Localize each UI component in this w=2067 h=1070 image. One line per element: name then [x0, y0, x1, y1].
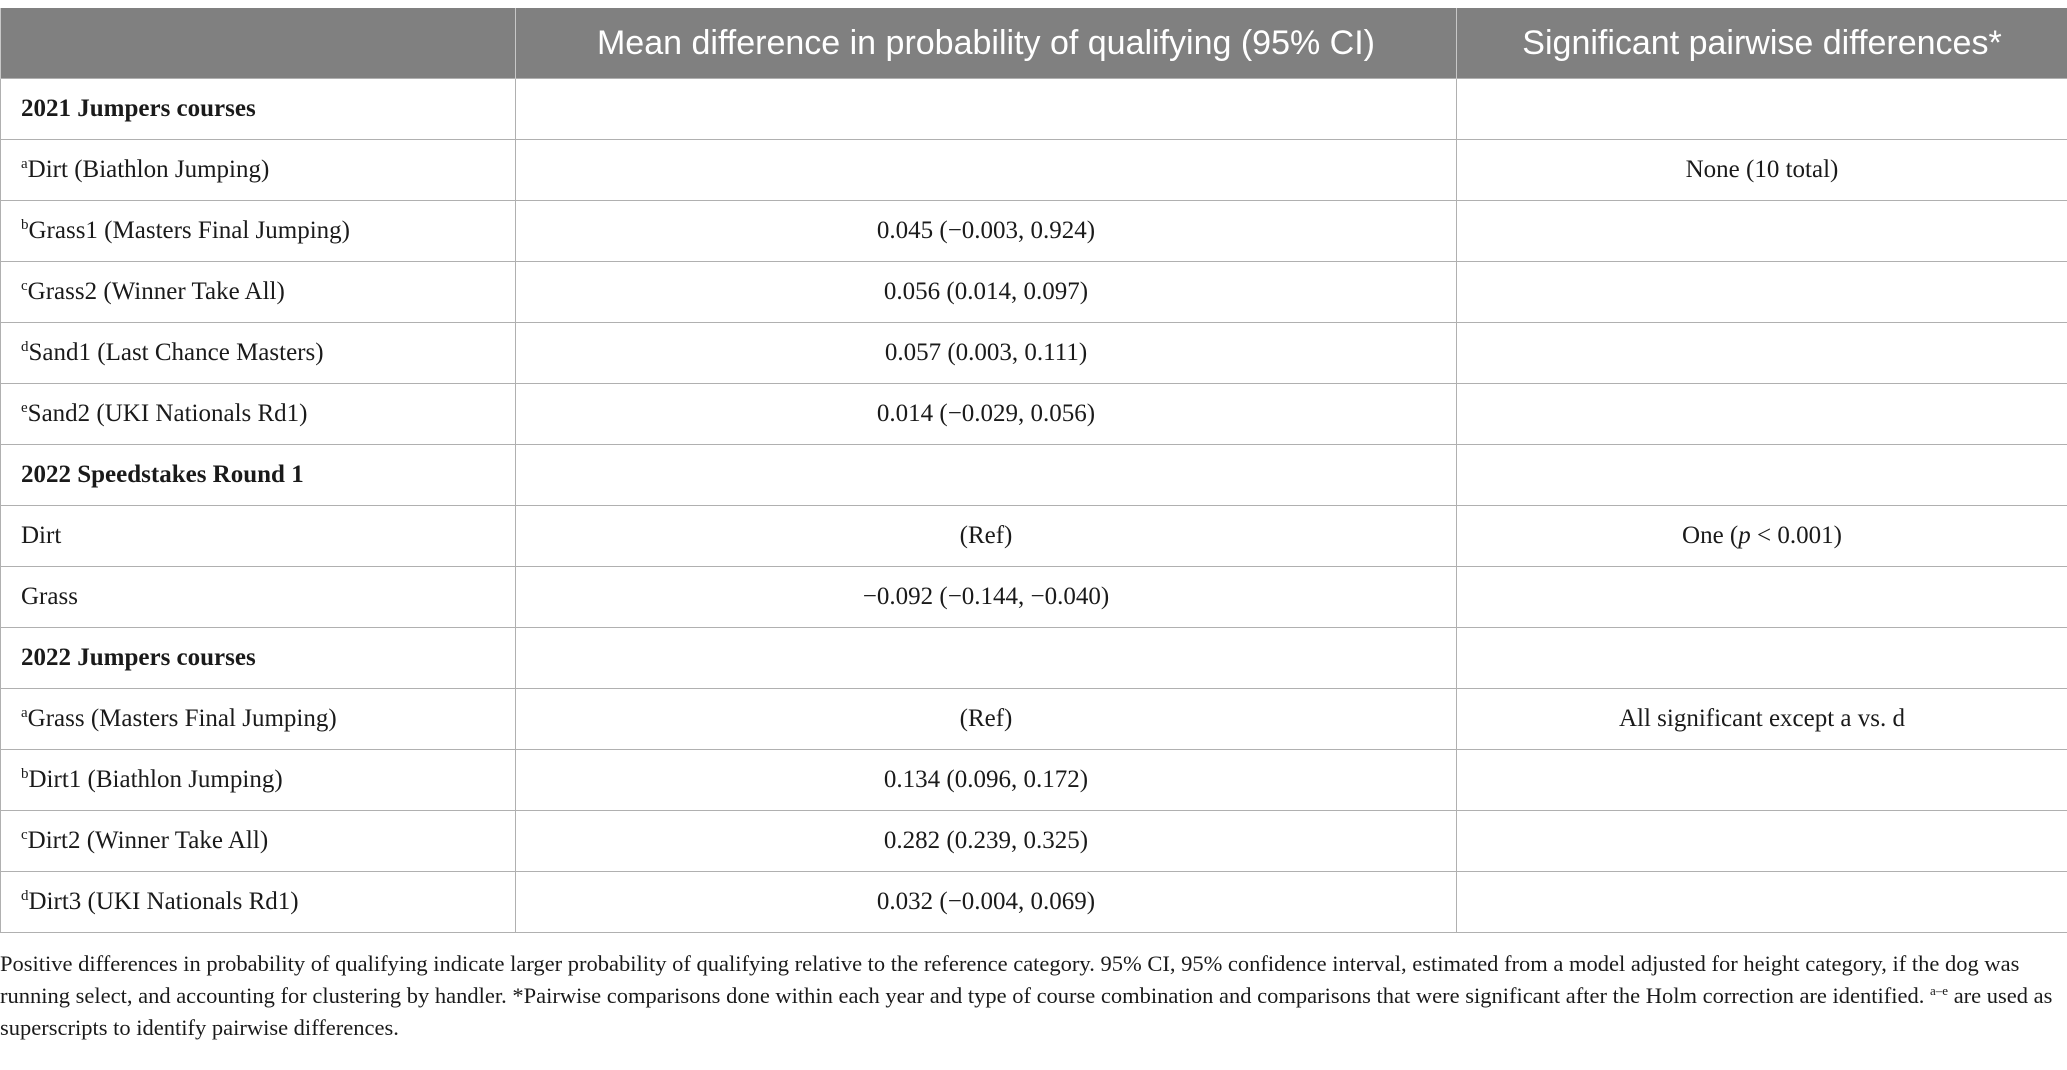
- header-mean-difference: Mean difference in probability of qualif…: [515, 8, 1457, 79]
- significance-cell: One (p < 0.001): [1456, 505, 2067, 567]
- section-label-cell: 2022 Speedstakes Round 1: [0, 444, 516, 506]
- mean-difference-cell: 0.014 (−0.029, 0.056): [515, 383, 1457, 445]
- course-label-cell: cDirt2 (Winner Take All): [0, 810, 516, 872]
- mean-difference-cell: 0.057 (0.003, 0.111): [515, 322, 1457, 384]
- section-header-row: 2022 Jumpers courses: [0, 627, 2067, 689]
- section-header-row: 2022 Speedstakes Round 1: [0, 444, 2067, 506]
- course-label: Grass (Masters Final Jumping): [27, 705, 337, 732]
- mean-difference-cell: [515, 444, 1457, 506]
- table-row: Grass −0.092 (−0.144, −0.040): [0, 566, 2067, 628]
- mean-difference-cell: 0.032 (−0.004, 0.069): [515, 871, 1457, 933]
- significance-cell: All significant except a vs. d: [1456, 688, 2067, 750]
- significance-cell: None (10 total): [1456, 139, 2067, 201]
- course-label-cell: eSand2 (UKI Nationals Rd1): [0, 383, 516, 445]
- significance-text-pre: One (: [1682, 522, 1739, 549]
- pairwise-superscript: d: [21, 339, 29, 355]
- course-label: Dirt1 (Biathlon Jumping): [28, 766, 283, 793]
- course-label: Dirt: [21, 522, 62, 549]
- pairwise-superscript: e: [21, 400, 28, 416]
- table-row: dSand1 (Last Chance Masters) 0.057 (0.003…: [0, 322, 2067, 384]
- p-symbol: p: [1738, 522, 1751, 549]
- mean-difference-cell: −0.092 (−0.144, −0.040): [515, 566, 1457, 628]
- table-footnote: Positive differences in probability of q…: [0, 948, 2060, 1044]
- course-label: Dirt2 (Winner Take All): [27, 827, 269, 854]
- table-row: eSand2 (UKI Nationals Rd1) 0.014 (−0.029,…: [0, 383, 2067, 445]
- table-row: aGrass (Masters Final Jumping) (Ref) All s…: [0, 688, 2067, 750]
- pairwise-superscript: d: [21, 888, 29, 904]
- table-row: cGrass2 (Winner Take All) 0.056 (0.014, 0…: [0, 261, 2067, 323]
- header-category: [0, 8, 516, 79]
- significance-cell: [1456, 383, 2067, 445]
- significance-cell: [1456, 261, 2067, 323]
- course-label: 2021 Jumpers courses: [21, 95, 256, 122]
- section-label-cell: 2021 Jumpers courses: [0, 78, 516, 140]
- mean-difference-cell: [515, 139, 1457, 201]
- table-row: Dirt (Ref) One (p < 0.001): [0, 505, 2067, 567]
- footnote-text-1: Positive differences in probability of q…: [0, 951, 2020, 1008]
- mean-difference-cell: 0.045 (−0.003, 0.924): [515, 200, 1457, 262]
- significance-cell: [1456, 200, 2067, 262]
- course-label-cell: bGrass1 (Masters Final Jumping): [0, 200, 516, 262]
- table-row: aDirt (Biathlon Jumping) None (10 total): [0, 139, 2067, 201]
- course-label-cell: Dirt: [0, 505, 516, 567]
- pairwise-superscript: c: [21, 278, 28, 294]
- course-label-cell: bDirt1 (Biathlon Jumping): [0, 749, 516, 811]
- pairwise-superscript: b: [21, 217, 29, 233]
- mean-difference-cell: [515, 78, 1457, 140]
- mean-difference-cell: 0.056 (0.014, 0.097): [515, 261, 1457, 323]
- header-significant-differences: Significant pairwise differences*: [1456, 8, 2067, 79]
- course-label: 2022 Speedstakes Round 1: [21, 461, 304, 488]
- course-label: 2022 Jumpers courses: [21, 644, 256, 671]
- header-row: Mean difference in probability of qualif…: [0, 8, 2067, 79]
- course-label: Grass2 (Winner Take All): [27, 278, 285, 305]
- significance-cell: [1456, 810, 2067, 872]
- significance-cell: [1456, 871, 2067, 933]
- significance-cell: [1456, 444, 2067, 506]
- course-label: Dirt3 (UKI Nationals Rd1): [28, 888, 299, 915]
- mean-difference-cell: 0.282 (0.239, 0.325): [515, 810, 1457, 872]
- table-row: dDirt3 (UKI Nationals Rd1) 0.032 (−0.004,…: [0, 871, 2067, 933]
- course-label-cell: aDirt (Biathlon Jumping): [0, 139, 516, 201]
- results-table: Mean difference in probability of qualif…: [0, 8, 2067, 933]
- course-label-cell: Grass: [0, 566, 516, 628]
- table-container: Mean difference in probability of qualif…: [0, 8, 2067, 933]
- mean-difference-cell: 0.134 (0.096, 0.172): [515, 749, 1457, 811]
- table-row: bDirt1 (Biathlon Jumping) 0.134 (0.096, 0…: [0, 749, 2067, 811]
- significance-cell: [1456, 749, 2067, 811]
- pairwise-superscript: a: [21, 705, 28, 721]
- course-label-cell: dSand1 (Last Chance Masters): [0, 322, 516, 384]
- significance-cell: [1456, 627, 2067, 689]
- pairwise-superscript: c: [21, 827, 28, 843]
- course-label: Grass1 (Masters Final Jumping): [28, 217, 351, 244]
- course-label-cell: cGrass2 (Winner Take All): [0, 261, 516, 323]
- section-label-cell: 2022 Jumpers courses: [0, 627, 516, 689]
- pairwise-superscript: b: [21, 766, 29, 782]
- course-label-cell: aGrass (Masters Final Jumping): [0, 688, 516, 750]
- significance-cell: [1456, 78, 2067, 140]
- mean-difference-cell: [515, 627, 1457, 689]
- table-row: bGrass1 (Masters Final Jumping) 0.045 (−0…: [0, 200, 2067, 262]
- course-label-cell: dDirt3 (UKI Nationals Rd1): [0, 871, 516, 933]
- course-label: Sand1 (Last Chance Masters): [28, 339, 324, 366]
- course-label: Dirt (Biathlon Jumping): [27, 156, 270, 183]
- footnote-superscript: a–e: [1930, 983, 1949, 998]
- table-body: 2021 Jumpers courses aDirt (Biathlon Jump…: [0, 78, 2067, 933]
- mean-difference-cell: (Ref): [515, 505, 1457, 567]
- mean-difference-cell: (Ref): [515, 688, 1457, 750]
- course-label: Grass: [21, 583, 78, 610]
- significance-cell: [1456, 566, 2067, 628]
- table-row: cDirt2 (Winner Take All) 0.282 (0.239, 0.…: [0, 810, 2067, 872]
- footnote-text-2: are used as superscripts to identify pai…: [0, 983, 2053, 1040]
- section-header-row: 2021 Jumpers courses: [0, 78, 2067, 140]
- course-label: Sand2 (UKI Nationals Rd1): [27, 400, 308, 427]
- significance-text-post: < 0.001): [1750, 522, 1842, 549]
- pairwise-superscript: a: [21, 156, 28, 172]
- significance-cell: [1456, 322, 2067, 384]
